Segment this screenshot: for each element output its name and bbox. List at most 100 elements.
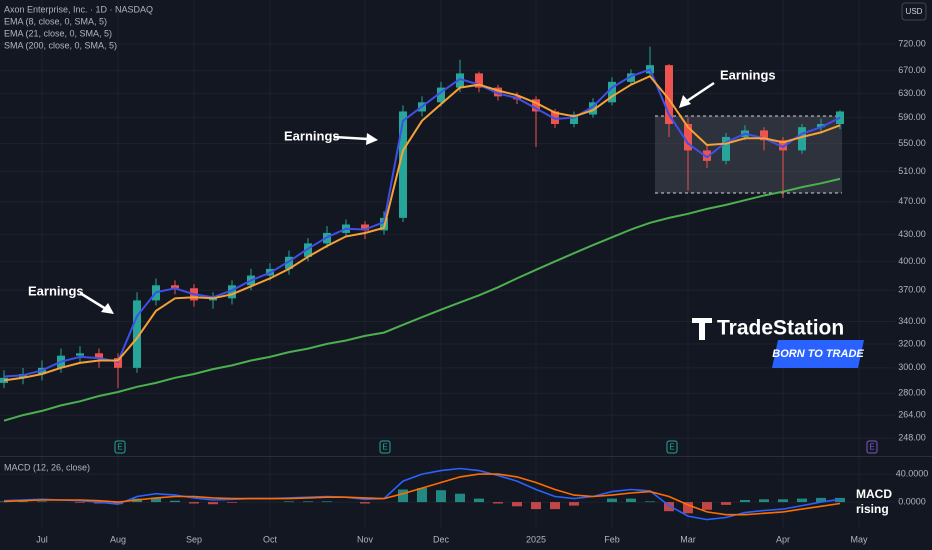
y-tick-label: 248.00	[898, 433, 926, 443]
x-tick-label: Feb	[604, 534, 620, 544]
candle-body	[209, 298, 217, 301]
x-tick-label: Jul	[36, 534, 48, 544]
candle-body	[95, 353, 103, 359]
y-tick-label: 670.00	[898, 65, 926, 75]
histogram-bar	[740, 500, 750, 503]
candle-body	[171, 285, 179, 289]
range-box	[655, 116, 842, 193]
brand-icon	[692, 318, 712, 340]
histogram-bar	[645, 501, 655, 503]
arrow-head	[366, 133, 378, 145]
y-tick-label: 264.00	[898, 409, 926, 419]
macd-note: MACD	[856, 487, 892, 501]
candle-body	[779, 140, 787, 151]
histogram-bar	[18, 501, 28, 503]
tagline: BORN TO TRADE	[772, 348, 864, 360]
histogram-bar	[113, 502, 123, 505]
brand-name: TradeStation	[717, 317, 844, 340]
candle-body	[114, 358, 122, 368]
tagline-box	[772, 340, 864, 368]
candle-body	[361, 224, 369, 231]
indicator-line	[3, 68, 841, 378]
earnings-marker: E	[666, 440, 678, 454]
histogram-bar	[360, 502, 370, 504]
legend-entry: EMA (21, close, 0, SMA, 5)	[4, 28, 112, 38]
legend-entry: EMA (8, close, 0, SMA, 5)	[4, 16, 107, 26]
histogram-bar	[607, 498, 617, 503]
arrow-head	[679, 95, 691, 108]
histogram-bar	[322, 501, 332, 503]
histogram-bar	[721, 502, 731, 505]
currency: USD	[906, 7, 923, 16]
marker-label: E	[117, 443, 122, 452]
candle-body	[551, 111, 559, 124]
histogram-bar	[474, 498, 484, 503]
macd-title: MACD (12, 26, close)	[4, 462, 90, 472]
macd-note: rising	[856, 502, 889, 516]
histogram-bar	[778, 499, 788, 503]
candle-body	[665, 65, 673, 124]
indicator-line	[3, 177, 841, 422]
histogram-bar	[37, 501, 47, 503]
marker-label: E	[669, 443, 674, 452]
histogram-bar	[512, 502, 522, 507]
candle-body	[703, 150, 711, 161]
x-tick-label: Oct	[263, 534, 278, 544]
histogram-bar	[227, 502, 237, 503]
y-tick-label: 40.0000	[896, 468, 929, 478]
y-tick-label: 370.00	[898, 285, 926, 295]
y-tick-label: 340.00	[898, 316, 926, 326]
histogram-bar	[208, 502, 218, 505]
candle-body	[285, 256, 293, 269]
histogram-bar	[455, 493, 465, 503]
earnings-marker: E	[379, 440, 391, 454]
candle-body	[722, 136, 730, 161]
candle-body	[817, 123, 825, 128]
annotation: Earnings	[28, 283, 84, 298]
histogram-bar	[531, 502, 541, 510]
arrow	[333, 135, 369, 141]
histogram-bar	[303, 501, 313, 503]
histogram-bar	[189, 502, 199, 504]
histogram-bar	[151, 497, 161, 503]
arrow	[686, 81, 715, 103]
x-tick-label: Nov	[357, 534, 374, 544]
candle-body	[684, 123, 692, 151]
marks	[0, 46, 845, 521]
y-tick-label: 280.00	[898, 388, 926, 398]
x-tick-label: May	[850, 534, 868, 544]
annotation: Earnings	[284, 128, 340, 143]
marker-label: E	[382, 443, 387, 452]
arrow-head	[101, 303, 114, 314]
histogram-bar	[759, 499, 769, 503]
x-tick-label: Dec	[433, 534, 450, 544]
y-tick-label: 590.00	[898, 112, 926, 122]
x-tick-label: Sep	[186, 534, 202, 544]
y-tick-label: 300.00	[898, 362, 926, 372]
candle-body	[304, 243, 312, 257]
histogram-bar	[75, 502, 85, 503]
candle-body	[133, 300, 141, 368]
indicator-line	[3, 467, 841, 521]
x-tick-label: 2025	[526, 534, 546, 544]
legend-entry: SMA (200, close, 0, SMA, 5)	[4, 40, 117, 50]
candle-body	[399, 111, 407, 218]
histogram-bar	[284, 501, 294, 503]
x-tick-label: Mar	[680, 534, 696, 544]
y-tick-label: 720.00	[898, 38, 926, 48]
candle-body	[76, 353, 84, 356]
annotation: Earnings	[720, 67, 776, 82]
candle-body	[475, 73, 483, 88]
currency-box	[901, 2, 927, 21]
histogram-bar	[702, 502, 712, 510]
candle-body	[228, 285, 236, 299]
x-tick-label: Apr	[776, 534, 790, 544]
candle-body	[798, 127, 806, 151]
histogram-bar	[797, 498, 807, 503]
y-tick-label: 320.00	[898, 338, 926, 348]
histogram-bar	[569, 502, 579, 506]
histogram-bar	[683, 502, 693, 514]
candle-body	[589, 102, 597, 115]
